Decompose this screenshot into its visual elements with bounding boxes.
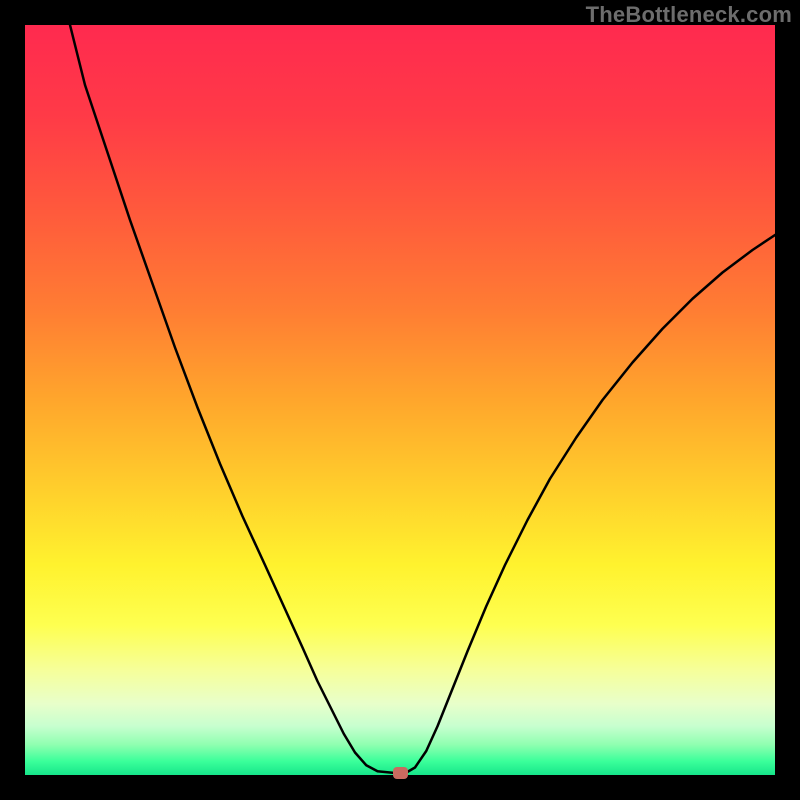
optimal-point-marker <box>393 767 408 779</box>
plot-area <box>25 25 775 775</box>
chart-frame: TheBottleneck.com <box>0 0 800 800</box>
background-gradient <box>25 25 775 775</box>
watermark-text: TheBottleneck.com <box>586 2 792 28</box>
